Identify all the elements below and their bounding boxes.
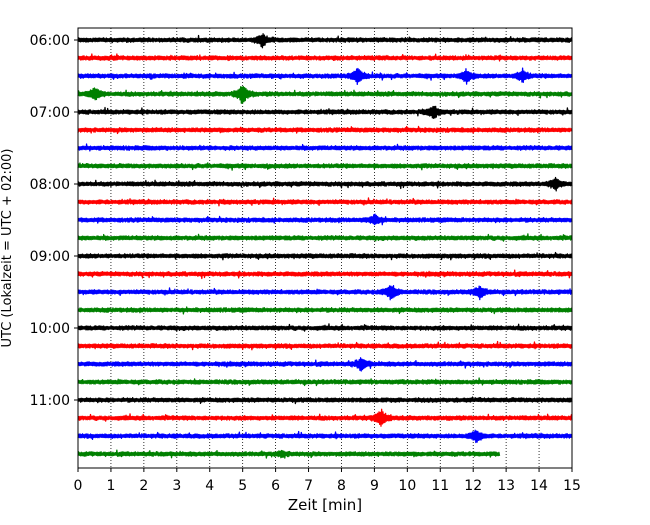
x-tick-label: 1 <box>106 478 115 494</box>
x-tick-label: 0 <box>74 478 83 494</box>
seismogram-trace <box>77 357 573 372</box>
x-tick-label: 9 <box>370 478 379 494</box>
x-tick-label: 10 <box>398 478 416 494</box>
seismogram-trace <box>77 285 573 301</box>
x-tick-label: 2 <box>139 478 148 494</box>
x-tick-label: 6 <box>271 478 280 494</box>
seismogram-trace <box>77 233 573 242</box>
y-tick-label: 08:00 <box>30 177 70 193</box>
y-tick-label: 06:00 <box>30 33 70 49</box>
seismogram-trace <box>77 251 573 261</box>
seismogram-trace <box>77 105 573 120</box>
seismogram-trace <box>77 53 573 62</box>
seismogram-trace <box>77 213 573 226</box>
seismogram-trace <box>77 67 573 85</box>
x-tick-label: 8 <box>337 478 346 494</box>
y-tick-label: 10:00 <box>30 321 70 337</box>
seismogram-trace <box>77 429 573 444</box>
seismogram-trace <box>77 197 573 207</box>
seismogram-trace <box>77 33 573 49</box>
x-axis-label: Zeit [min] <box>288 496 362 514</box>
seismogram-trace <box>77 408 573 427</box>
seismogram-trace <box>77 162 573 171</box>
trace-layer <box>77 33 573 459</box>
y-axis-label: UTC (Lokalzeit = UTC + 02:00) <box>0 149 15 348</box>
x-tick-label: 12 <box>464 478 482 494</box>
x-tick-label: 14 <box>530 478 548 494</box>
seismogram-trace <box>77 86 573 104</box>
seismogram-trace <box>77 269 573 280</box>
seismogram-trace <box>77 176 573 192</box>
x-tick-label: 15 <box>563 478 581 494</box>
y-axis: 06:00 07:00 08:00 09:00 10:00 11:00 <box>30 33 78 409</box>
y-tick-label: 11:00 <box>30 393 70 409</box>
grid-layer <box>110 28 540 468</box>
seismogram-trace <box>77 125 573 135</box>
x-tick-label: 7 <box>304 478 313 494</box>
x-tick-label: 4 <box>205 478 214 494</box>
x-tick-label: 5 <box>238 478 247 494</box>
seismogram-trace <box>77 377 573 387</box>
seismogram-trace <box>77 323 573 332</box>
seismogram-trace <box>77 306 573 315</box>
plot-frame <box>77 27 573 469</box>
y-tick-label: 09:00 <box>30 249 70 265</box>
x-tick-label: 3 <box>172 478 181 494</box>
x-tick-label: 13 <box>497 478 515 494</box>
seismogram-trace <box>77 449 501 459</box>
seismogram-trace <box>77 396 573 405</box>
x-axis: 0 1 2 3 4 5 6 7 8 9 10 11 12 13 14 15 <box>74 468 581 494</box>
y-tick-label: 07:00 <box>30 105 70 121</box>
seismogram-trace <box>77 143 573 152</box>
x-tick-label: 11 <box>431 478 449 494</box>
seismogram-trace <box>77 340 573 351</box>
